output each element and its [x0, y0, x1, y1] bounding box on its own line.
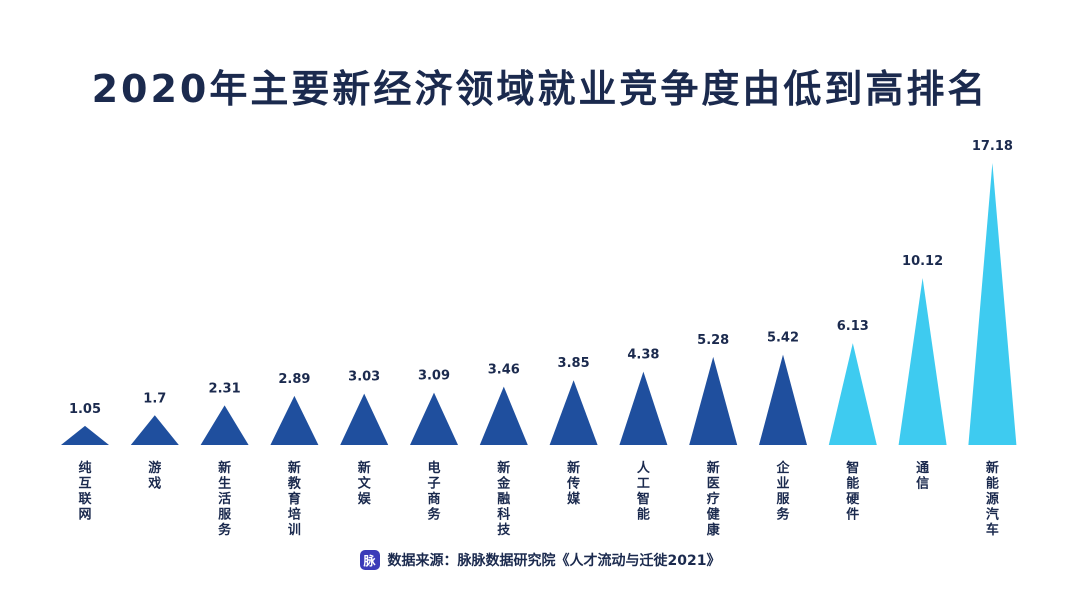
category-label: 电子商务: [427, 460, 441, 523]
bars-group: [61, 162, 1017, 445]
value-label: 17.18: [972, 139, 1013, 154]
bar-triangle: [898, 278, 947, 445]
bar-triangle: [968, 162, 1017, 445]
category-label: 人工智能: [637, 460, 651, 523]
category-labels-group: 纯互联网 游戏 新生活服务 新教育培训 新文娱 电子商务 新金融科技 新传媒 人工智能 新医疗健康…: [78, 460, 998, 538]
category-label: 新医疗健康: [707, 460, 721, 538]
category-label: 新文娱: [358, 460, 372, 507]
category-label: 新教育培训: [287, 460, 302, 538]
bar-triangle: [200, 405, 249, 445]
category-label: 游戏: [147, 460, 161, 492]
value-label: 5.42: [767, 331, 799, 346]
source-text: 数据来源：脉脉数据研究院《人才流动与迁徙2021》: [387, 553, 721, 569]
chart-title: 2020年主要新经济领域就业竞争度由低到高排名: [91, 67, 989, 111]
category-label: 企业服务: [775, 460, 790, 523]
value-label: 3.46: [488, 363, 520, 378]
category-label: 新生活服务: [218, 460, 232, 538]
chart-canvas: 1.05 1.7 2.31 2.89 3.03 3.09 3.46 3.85 4.38 5.28 5…: [61, 139, 1017, 538]
bar-triangle: [689, 356, 738, 445]
bar-triangle: [410, 392, 458, 445]
bar-triangle: [130, 415, 179, 445]
bar-triangle: [549, 380, 598, 445]
value-label: 6.13: [837, 319, 869, 334]
bar-triangle: [759, 354, 807, 445]
category-label: 新金融科技: [496, 460, 511, 538]
category-label: 通信: [916, 460, 929, 492]
category-label: 新能源汽车: [986, 460, 999, 538]
bar-triangle: [270, 395, 319, 445]
source-footer: 脉 数据来源：脉脉数据研究院《人才流动与迁徙2021》: [0, 550, 1080, 570]
maimai-logo-icon: 脉: [359, 550, 380, 570]
value-label: 2.89: [278, 372, 310, 387]
bar-triangle: [619, 371, 668, 445]
value-label: 10.12: [902, 254, 943, 269]
category-label: 纯互联网: [78, 460, 91, 523]
category-label: 新传媒: [566, 460, 581, 507]
bar-triangle: [61, 425, 109, 445]
value-label: 4.38: [627, 348, 659, 363]
value-label: 1.05: [69, 402, 101, 417]
category-label: 智能硬件: [846, 460, 860, 523]
bar-triangle: [479, 386, 528, 445]
value-label: 3.85: [558, 356, 590, 371]
value-label: 1.7: [143, 391, 166, 406]
value-label: 5.28: [697, 333, 729, 348]
bar-triangle: [828, 343, 877, 445]
value-label: 2.31: [209, 381, 241, 396]
bar-triangle: [340, 393, 389, 445]
value-label: 3.09: [418, 369, 450, 384]
value-labels-group: 1.05 1.7 2.31 2.89 3.03 3.09 3.46 3.85 4.38 5.28 5…: [69, 139, 1013, 417]
value-label: 3.03: [348, 370, 380, 385]
